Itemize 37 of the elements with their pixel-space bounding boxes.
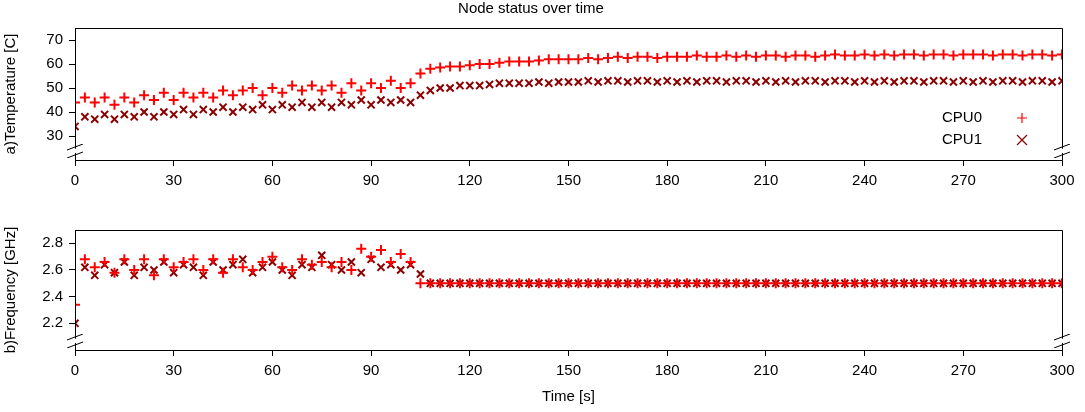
- x-tick-label: 90: [362, 171, 380, 189]
- x-tick-label: 300: [1049, 171, 1075, 189]
- legend-label: CPU1: [941, 130, 982, 148]
- x-tick-label: 150: [555, 171, 582, 189]
- x-tick-label: 300: [1049, 361, 1075, 379]
- x-tick-label: 30: [165, 171, 183, 189]
- x-tick-label: 120: [457, 361, 483, 379]
- x-tick-label: 0: [70, 171, 80, 189]
- x-tick-label: 180: [654, 361, 680, 379]
- y-tick-label: 30: [46, 126, 63, 144]
- y-tick-label: 2.8: [42, 233, 63, 251]
- x-tick-label: 210: [753, 171, 779, 189]
- x-tick-label: 30: [165, 361, 183, 379]
- y-tick-label: 2.6: [42, 260, 63, 278]
- x-tick-label: 0: [70, 361, 80, 379]
- x-tick-label: 60: [264, 171, 281, 189]
- y-tick-label: 40: [46, 102, 63, 120]
- y-tick-label: 50: [46, 78, 63, 96]
- x-tick-label: 180: [654, 171, 680, 189]
- x-tick-label: 90: [362, 361, 380, 379]
- x-tick-label: 120: [457, 171, 483, 189]
- x-tick-label: 240: [852, 171, 878, 189]
- y-tick-label: 2.4: [42, 286, 63, 304]
- y-axis-title: b)Frequency [GHz]: [1, 226, 19, 354]
- y-axis-title: a)Temperature [C]: [1, 33, 19, 155]
- x-tick-label: 270: [950, 361, 976, 379]
- y-tick-label: 70: [46, 30, 63, 48]
- y-tick-label: 2.2: [42, 313, 63, 331]
- x-tick-label: 210: [753, 361, 779, 379]
- chart-title: Node status over time: [458, 0, 604, 17]
- x-tick-label: 270: [950, 171, 976, 189]
- x-axis-title: Time [s]: [542, 387, 595, 405]
- x-tick-label: 150: [555, 361, 582, 379]
- x-tick-label: 240: [852, 361, 878, 379]
- legend-label: CPU0: [941, 108, 982, 126]
- x-tick-label: 60: [264, 361, 281, 379]
- y-tick-label: 60: [46, 54, 63, 72]
